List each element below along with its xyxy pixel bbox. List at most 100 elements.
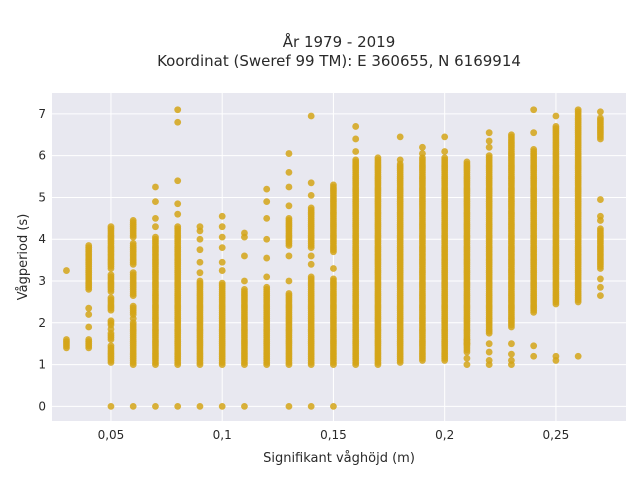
data-point — [85, 242, 93, 249]
data-point — [285, 150, 293, 157]
data-point — [485, 340, 493, 348]
data-point — [196, 277, 204, 285]
y-tick-label: 1 — [38, 358, 46, 372]
y-tick-labels: 0 1 2 3 4 5 6 7 — [38, 107, 46, 413]
data-point — [463, 336, 471, 343]
plot-area — [52, 93, 626, 421]
data-point — [463, 158, 471, 166]
data-point — [307, 179, 315, 187]
data-point — [574, 106, 582, 114]
data-point — [85, 311, 93, 318]
data-points — [63, 106, 604, 410]
data-point — [152, 402, 159, 410]
data-point — [530, 129, 538, 137]
data-point — [508, 357, 515, 364]
data-point — [396, 156, 404, 164]
data-point — [285, 402, 293, 410]
data-point — [552, 112, 560, 120]
data-point — [85, 336, 93, 343]
data-point — [508, 131, 515, 139]
data-point — [285, 277, 293, 285]
data-point — [285, 290, 293, 297]
data-point — [129, 217, 137, 224]
data-point — [374, 154, 382, 162]
data-point — [574, 352, 582, 360]
data-point — [196, 223, 204, 231]
data-point — [107, 317, 115, 325]
data-point — [174, 223, 182, 231]
data-point — [485, 143, 493, 151]
data-point — [307, 260, 315, 268]
data-point — [129, 269, 137, 277]
data-point — [419, 150, 426, 157]
data-point — [508, 350, 515, 358]
data-point — [263, 235, 271, 243]
data-point — [218, 279, 226, 287]
data-point — [129, 240, 137, 247]
data-point — [285, 252, 293, 260]
data-point — [218, 402, 226, 410]
data-point — [330, 402, 337, 410]
data-point — [174, 402, 182, 410]
data-point — [152, 198, 159, 206]
data-point — [597, 212, 604, 220]
data-point — [597, 292, 604, 300]
data-point — [597, 108, 604, 116]
data-point — [107, 223, 115, 231]
y-axis-label: Vågperiod (s) — [16, 214, 31, 301]
data-point — [307, 273, 315, 281]
x-tick-label: 0,1 — [213, 428, 232, 442]
chart-title-line-2: Koordinat (Sweref 99 TM): E 360655, N 61… — [157, 52, 521, 70]
data-point — [174, 118, 182, 126]
data-point — [463, 354, 471, 362]
data-point — [419, 143, 426, 151]
data-point — [174, 106, 182, 114]
data-point — [196, 402, 204, 410]
data-point — [307, 191, 315, 199]
data-point — [263, 283, 271, 291]
data-point — [441, 148, 449, 155]
data-point — [463, 361, 471, 368]
data-point — [241, 252, 248, 260]
data-point — [129, 402, 137, 410]
data-point — [330, 265, 337, 272]
data-point — [352, 123, 360, 130]
y-tick-label: 0 — [38, 399, 46, 413]
data-point — [196, 269, 204, 277]
data-point — [152, 223, 159, 231]
x-axis-label: Signifikant våghöjd (m) — [263, 451, 415, 466]
data-point — [530, 352, 538, 360]
data-point — [352, 148, 360, 155]
data-point — [218, 258, 226, 266]
y-tick-label: 4 — [38, 232, 46, 246]
data-point — [485, 137, 493, 145]
data-point — [196, 258, 204, 266]
data-point — [241, 229, 248, 237]
x-tick-label: 0,15 — [320, 428, 347, 442]
y-tick-label: 2 — [38, 316, 46, 330]
data-point — [307, 402, 315, 410]
data-point — [263, 198, 271, 206]
y-tick-label: 6 — [38, 149, 46, 163]
data-point — [330, 275, 337, 283]
data-point — [508, 340, 515, 348]
data-point — [485, 357, 493, 364]
data-point — [241, 277, 248, 285]
data-point — [152, 214, 159, 222]
data-point — [263, 185, 271, 193]
data-point — [241, 285, 248, 293]
data-point — [597, 196, 604, 203]
data-point — [129, 315, 137, 323]
data-point — [107, 271, 115, 279]
data-point — [285, 202, 293, 210]
data-point — [307, 112, 315, 120]
data-point — [107, 342, 115, 350]
data-point — [530, 106, 538, 114]
data-point — [307, 252, 315, 260]
data-point — [218, 244, 226, 251]
data-point — [285, 168, 293, 176]
data-point — [218, 223, 226, 231]
data-point — [330, 181, 337, 189]
data-point — [63, 267, 70, 274]
